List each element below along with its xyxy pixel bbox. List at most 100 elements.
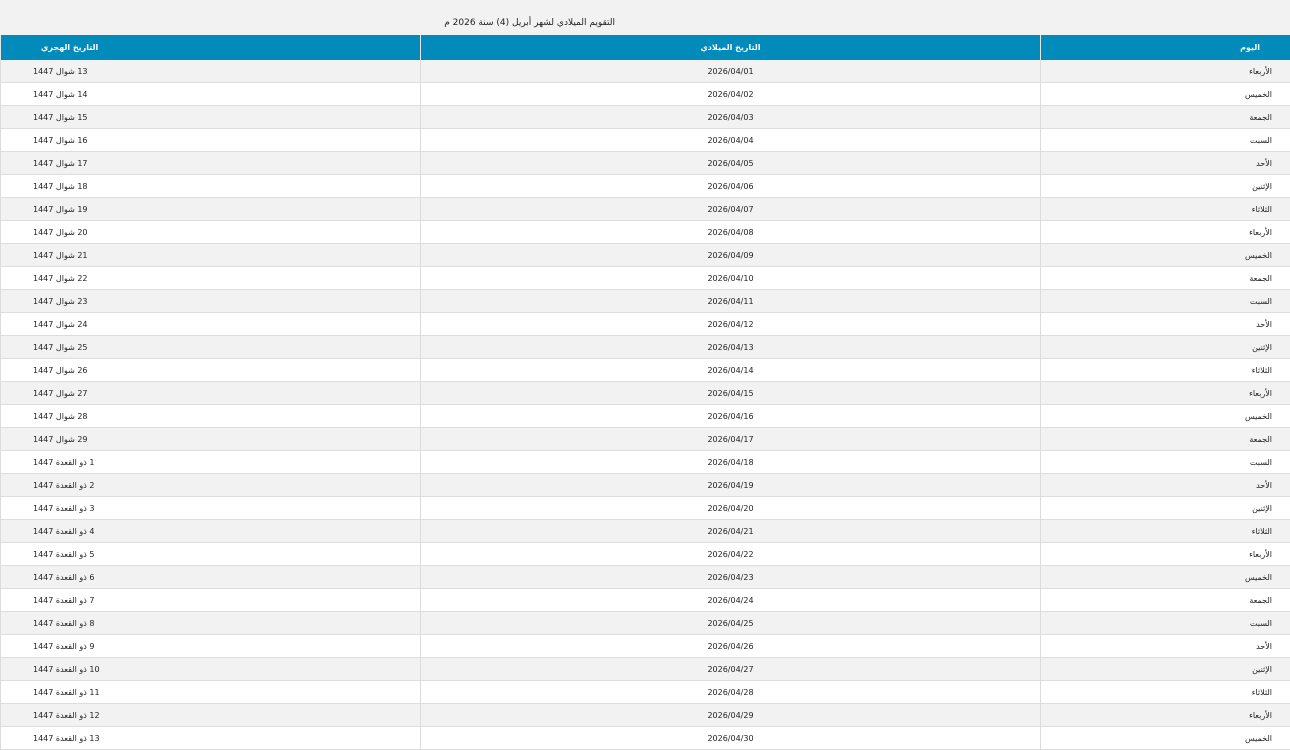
gregorian-date-cell: 2026/04/10 (421, 267, 1041, 290)
day-cell: الأحد (1041, 474, 1290, 497)
day-cell: الأربعاء (1041, 704, 1290, 727)
hijri-date-cell: 27 شوال 1447 (1, 382, 421, 405)
day-cell: الأربعاء (1041, 221, 1290, 244)
gregorian-date-cell: 2026/04/30 (421, 727, 1041, 750)
calendar-table: اليوم التاريخ الميلادي التاريخ الهجري ال… (0, 35, 1290, 750)
day-cell: الجمعة (1041, 267, 1290, 290)
hijri-date-cell: 17 شوال 1447 (1, 152, 421, 175)
gregorian-date-cell: 2026/04/07 (421, 198, 1041, 221)
day-cell: الثلاثاء (1041, 681, 1290, 704)
day-cell: الخميس (1041, 405, 1290, 428)
hijri-date-cell: 20 شوال 1447 (1, 221, 421, 244)
day-cell: الإثنين (1041, 658, 1290, 681)
gregorian-date-cell: 2026/04/18 (421, 451, 1041, 474)
gregorian-date-cell: 2026/04/21 (421, 520, 1041, 543)
hijri-date-cell: 21 شوال 1447 (1, 244, 421, 267)
day-cell: الأربعاء (1041, 60, 1290, 83)
gregorian-date-cell: 2026/04/01 (421, 60, 1041, 83)
gregorian-date-cell: 2026/04/25 (421, 612, 1041, 635)
gregorian-date-cell: 2026/04/26 (421, 635, 1041, 658)
hijri-date-cell: 28 شوال 1447 (1, 405, 421, 428)
day-cell: الأربعاء (1041, 543, 1290, 566)
hijri-date-cell: 6 ذو القعدة 1447 (1, 566, 421, 589)
gregorian-date-cell: 2026/04/03 (421, 106, 1041, 129)
gregorian-date-cell: 2026/04/17 (421, 428, 1041, 451)
day-cell: الثلاثاء (1041, 520, 1290, 543)
gregorian-date-cell: 2026/04/29 (421, 704, 1041, 727)
hijri-date-cell: 13 شوال 1447 (1, 60, 421, 83)
gregorian-date-cell: 2026/04/22 (421, 543, 1041, 566)
header-gregorian: التاريخ الميلادي (421, 35, 1041, 60)
gregorian-date-cell: 2026/04/19 (421, 474, 1041, 497)
header-hijri: التاريخ الهجري (1, 35, 421, 60)
gregorian-date-cell: 2026/04/28 (421, 681, 1041, 704)
table-header: اليوم التاريخ الميلادي التاريخ الهجري (1, 35, 1290, 60)
day-cell: الإثنين (1041, 175, 1290, 198)
day-cell: الإثنين (1041, 336, 1290, 359)
hijri-date-cell: 14 شوال 1447 (1, 83, 421, 106)
hijri-date-cell: 19 شوال 1447 (1, 198, 421, 221)
gregorian-date-cell: 2026/04/24 (421, 589, 1041, 612)
gregorian-date-cell: 2026/04/15 (421, 382, 1041, 405)
header-day: اليوم (1041, 35, 1290, 60)
gregorian-date-cell: 2026/04/09 (421, 244, 1041, 267)
gregorian-date-cell: 2026/04/20 (421, 497, 1041, 520)
day-cell: الخميس (1041, 244, 1290, 267)
day-cell: السبت (1041, 290, 1290, 313)
gregorian-date-cell: 2026/04/16 (421, 405, 1041, 428)
gregorian-date-cell: 2026/04/13 (421, 336, 1041, 359)
hijri-date-cell: 10 ذو القعدة 1447 (1, 658, 421, 681)
gregorian-date-cell: 2026/04/02 (421, 83, 1041, 106)
hijri-date-cell: 2 ذو القعدة 1447 (1, 474, 421, 497)
gregorian-date-cell: 2026/04/05 (421, 152, 1041, 175)
day-cell: الإثنين (1041, 497, 1290, 520)
hijri-date-cell: 12 ذو القعدة 1447 (1, 704, 421, 727)
gregorian-date-cell: 2026/04/27 (421, 658, 1041, 681)
hijri-date-cell: 3 ذو القعدة 1447 (1, 497, 421, 520)
hijri-date-cell: 22 شوال 1447 (1, 267, 421, 290)
hijri-date-cell: 9 ذو القعدة 1447 (1, 635, 421, 658)
day-cell: الجمعة (1041, 428, 1290, 451)
day-cell: السبت (1041, 451, 1290, 474)
day-cell: السبت (1041, 129, 1290, 152)
hijri-date-cell: 15 شوال 1447 (1, 106, 421, 129)
day-cell: السبت (1041, 612, 1290, 635)
gregorian-date-cell: 2026/04/06 (421, 175, 1041, 198)
hijri-date-cell: 4 ذو القعدة 1447 (1, 520, 421, 543)
hijri-date-cell: 23 شوال 1447 (1, 290, 421, 313)
gregorian-date-cell: 2026/04/14 (421, 359, 1041, 382)
gregorian-date-cell: 2026/04/12 (421, 313, 1041, 336)
hijri-date-cell: 25 شوال 1447 (1, 336, 421, 359)
hijri-date-cell: 26 شوال 1447 (1, 359, 421, 382)
day-cell: الأربعاء (1041, 382, 1290, 405)
day-cell: الخميس (1041, 566, 1290, 589)
hijri-date-cell: 5 ذو القعدة 1447 (1, 543, 421, 566)
gregorian-date-cell: 2026/04/11 (421, 290, 1041, 313)
hijri-date-cell: 18 شوال 1447 (1, 175, 421, 198)
day-cell: الثلاثاء (1041, 359, 1290, 382)
hijri-date-cell: 24 شوال 1447 (1, 313, 421, 336)
hijri-date-cell: 11 ذو القعدة 1447 (1, 681, 421, 704)
day-cell: الثلاثاء (1041, 198, 1290, 221)
